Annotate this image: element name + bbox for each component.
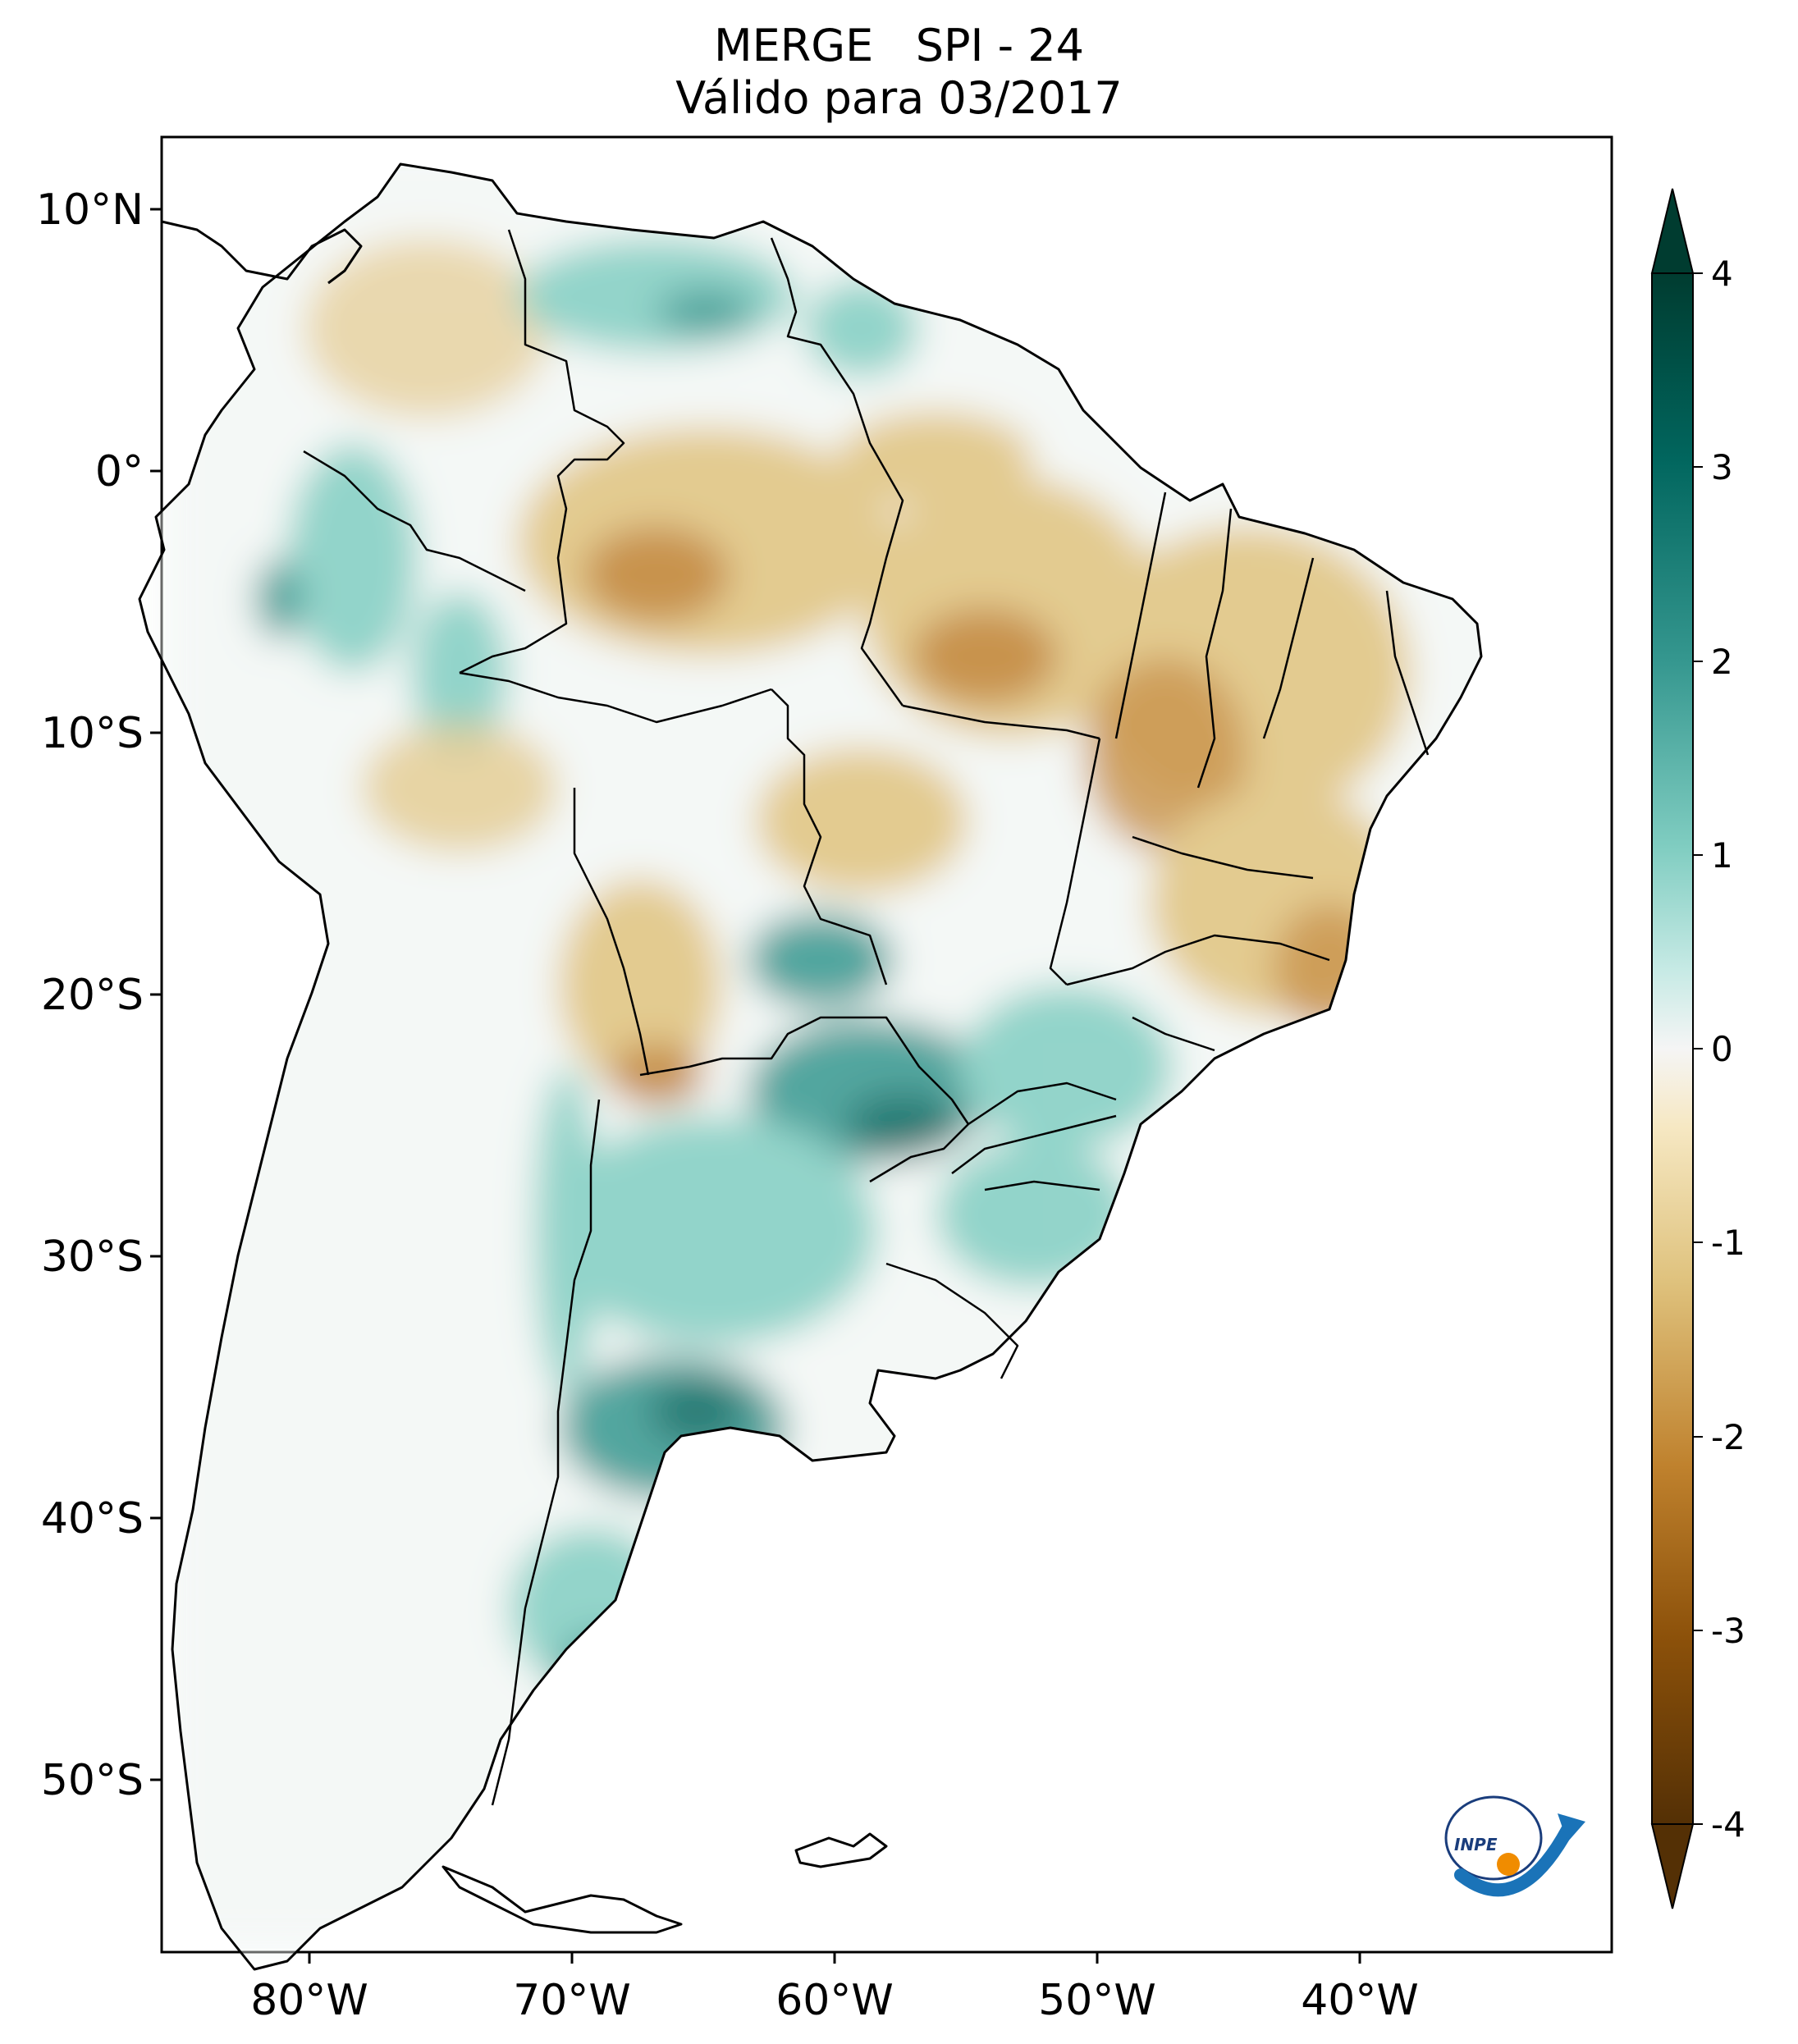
colorbar-tick-label: -2 <box>1711 1417 1745 1457</box>
colorbar-tick-label: 2 <box>1711 642 1733 682</box>
lat-tick-label: 10°S <box>41 709 144 758</box>
lon-tick-label: 40°W <box>1301 1976 1419 2025</box>
lat-axis: 10°N 0° 10°S 20°S 30°S 40°S 50°S <box>36 185 162 1805</box>
colorbar-lower-extend <box>1650 1823 1695 1909</box>
lat-tick-label: 50°S <box>41 1756 144 1805</box>
colorbar: 4 3 2 1 0 -1 -2 -3 -4 <box>1650 188 1745 1909</box>
coastline <box>138 162 1483 1971</box>
map-title: MERGE SPI - 24 <box>714 20 1084 71</box>
colorbar-upper-extend <box>1650 188 1695 274</box>
colorbar-tick-label: -4 <box>1711 1804 1745 1845</box>
lat-tick-label: 20°S <box>41 971 144 1020</box>
colorbar-tick-label: 1 <box>1711 835 1733 876</box>
colorbar-tick-label: 0 <box>1711 1029 1733 1069</box>
colorbar-tick-label: -1 <box>1711 1223 1745 1263</box>
map-subtitle: Válido para 03/2017 <box>675 72 1123 124</box>
colorbar-tick-label: -3 <box>1711 1611 1745 1651</box>
colorbar-body <box>1651 272 1694 1825</box>
inpe-logo: INPE <box>1444 1795 1585 1897</box>
lon-tick-label: 70°W <box>513 1976 631 2025</box>
lon-axis: 80°W 70°W 60°W 50°W 40°W <box>250 1952 1419 2025</box>
lat-tick-label: 10°N <box>36 185 144 235</box>
country-borders <box>303 229 1430 1806</box>
lat-tick-label: 30°S <box>41 1232 144 1282</box>
logo-text: INPE <box>1454 1835 1498 1854</box>
colorbar-tick-label: 3 <box>1711 447 1733 487</box>
colorbar-tick-label: 4 <box>1711 254 1733 294</box>
lon-tick-label: 80°W <box>250 1976 368 2025</box>
lon-tick-label: 60°W <box>775 1976 894 2025</box>
lat-tick-label: 40°S <box>41 1494 144 1543</box>
lon-tick-label: 50°W <box>1038 1976 1156 2025</box>
lat-tick-label: 0° <box>95 447 144 496</box>
